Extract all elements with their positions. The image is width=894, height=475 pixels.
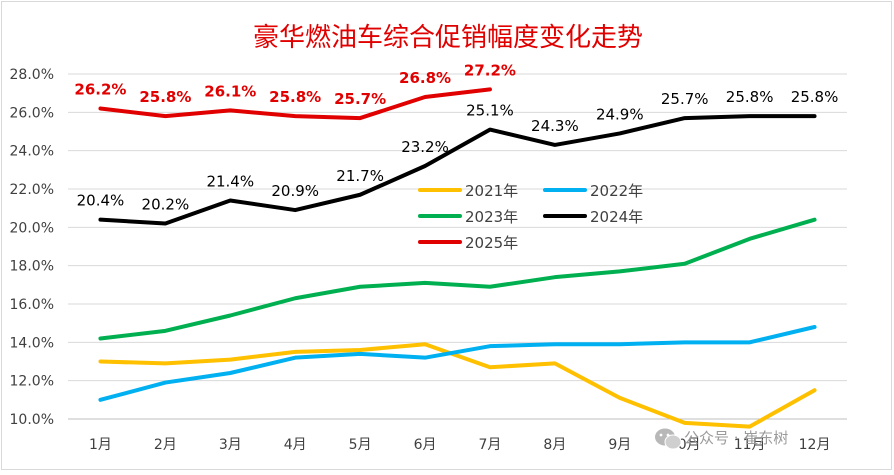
data-label: 26.1%: [204, 82, 256, 100]
legend-item: 2022年: [543, 182, 643, 200]
data-label: 21.4%: [206, 173, 254, 191]
data-labels: 20.4% 20.2% 21.4% 20.9% 21.7% 23.2% 25.1% 24.3%…: [74, 61, 838, 213]
y-tick-label: 10.0%: [10, 412, 54, 428]
x-tick-label: 1月: [89, 437, 112, 453]
legend-item: 2023年: [418, 208, 518, 226]
data-label: 27.2%: [464, 61, 516, 79]
series-line-2022年: [98, 325, 817, 402]
x-tick-label: 3月: [219, 437, 242, 453]
data-label: 26.2%: [74, 81, 126, 99]
series-line-2021年: [98, 342, 817, 429]
x-tick-label: 8月: [543, 437, 566, 453]
y-tick-label: 12.0%: [10, 374, 54, 390]
y-tick-label: 14.0%: [10, 335, 54, 351]
data-label: 25.7%: [661, 90, 709, 108]
x-tick-label: 6月: [414, 437, 437, 453]
legend-label: 2025年: [465, 234, 518, 252]
legend: 2021年 2022年 2023年 2024年 2025年: [418, 182, 643, 252]
chart-title: 豪华燃油车综合促销幅度变化走势: [253, 23, 643, 53]
wechat-icon: [655, 428, 682, 450]
y-tick-label: 28.0%: [10, 67, 54, 83]
data-label: 21.7%: [336, 167, 384, 185]
y-tick-label: 20.0%: [10, 220, 54, 236]
legend-label: 2021年: [465, 182, 518, 200]
y-tick-label: 22.0%: [10, 182, 54, 198]
grid-lines: [68, 73, 847, 420]
x-tick-label: 9月: [608, 437, 631, 453]
data-label: 20.9%: [271, 182, 319, 200]
legend-item: 2025年: [418, 234, 518, 252]
series-line-2024年: [98, 114, 817, 226]
y-tick-label: 16.0%: [10, 297, 54, 313]
y-tick-label: 18.0%: [10, 259, 54, 275]
legend-item: 2024年: [543, 208, 643, 226]
legend-label: 2023年: [465, 208, 518, 226]
series-lines: [98, 87, 817, 429]
legend-label: 2022年: [590, 182, 643, 200]
x-tick-label: 4月: [284, 437, 307, 453]
legend-item: 2021年: [418, 182, 518, 200]
x-tick-label: 7月: [478, 437, 501, 453]
data-label: 25.7%: [334, 90, 386, 108]
x-axis-ticks: 1月 2月 3月 4月 5月 6月 7月 8月 9月 10月 11月 12月: [89, 437, 830, 453]
legend-label: 2024年: [590, 208, 643, 226]
data-label: 23.2%: [401, 138, 449, 156]
watermark-text: 公众号 · 崔东树: [684, 429, 788, 447]
data-label: 20.2%: [142, 196, 190, 214]
data-label: 25.8%: [791, 88, 839, 106]
data-label: 20.4%: [77, 192, 125, 210]
data-label: 26.8%: [399, 69, 451, 87]
watermark: 公众号 · 崔东树: [655, 428, 788, 450]
y-tick-label: 26.0%: [10, 105, 54, 121]
x-tick-label: 2月: [154, 437, 177, 453]
y-tick-label: 24.0%: [10, 144, 54, 160]
series-line-2023年: [98, 217, 817, 341]
x-tick-label: 12月: [799, 437, 831, 453]
data-label: 25.8%: [269, 88, 321, 106]
x-tick-label: 5月: [349, 437, 372, 453]
x-tick-label: 11月: [734, 437, 766, 453]
data-label: 25.8%: [139, 88, 191, 106]
data-label: 24.9%: [596, 105, 644, 123]
data-label: 25.1%: [466, 102, 514, 120]
y-axis-ticks: 10.0% 12.0% 14.0% 16.0% 18.0% 20.0% 22.0% 24.0%…: [10, 67, 54, 428]
data-label: 24.3%: [531, 117, 579, 135]
series-line-2025年: [98, 87, 492, 121]
data-label: 25.8%: [726, 88, 774, 106]
